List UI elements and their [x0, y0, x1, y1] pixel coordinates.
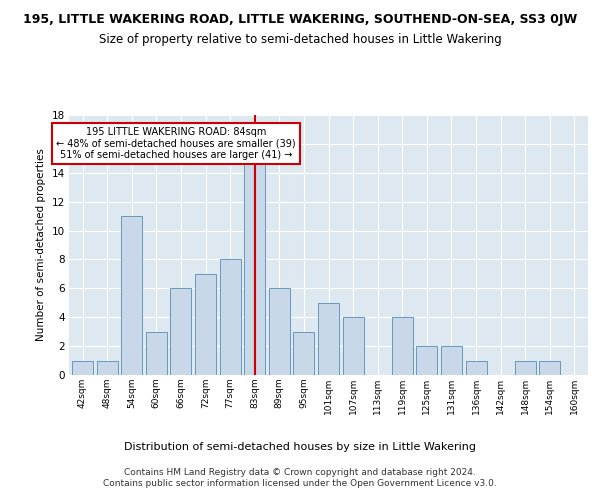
Bar: [539, 360, 560, 375]
Bar: [220, 260, 241, 375]
Bar: [466, 360, 487, 375]
Bar: [146, 332, 167, 375]
Y-axis label: Number of semi-detached properties: Number of semi-detached properties: [36, 148, 46, 342]
Bar: [515, 360, 536, 375]
Bar: [170, 288, 191, 375]
Text: Size of property relative to semi-detached houses in Little Wakering: Size of property relative to semi-detach…: [98, 32, 502, 46]
Bar: [72, 360, 93, 375]
Bar: [97, 360, 118, 375]
Bar: [244, 158, 265, 375]
Bar: [269, 288, 290, 375]
Text: Contains HM Land Registry data © Crown copyright and database right 2024.
Contai: Contains HM Land Registry data © Crown c…: [103, 468, 497, 487]
Bar: [121, 216, 142, 375]
Bar: [293, 332, 314, 375]
Bar: [416, 346, 437, 375]
Text: 195 LITTLE WAKERING ROAD: 84sqm
← 48% of semi-detached houses are smaller (39)
5: 195 LITTLE WAKERING ROAD: 84sqm ← 48% of…: [56, 126, 296, 160]
Bar: [392, 317, 413, 375]
Bar: [195, 274, 216, 375]
Bar: [343, 317, 364, 375]
Text: Distribution of semi-detached houses by size in Little Wakering: Distribution of semi-detached houses by …: [124, 442, 476, 452]
Bar: [441, 346, 462, 375]
Bar: [318, 303, 339, 375]
Text: 195, LITTLE WAKERING ROAD, LITTLE WAKERING, SOUTHEND-ON-SEA, SS3 0JW: 195, LITTLE WAKERING ROAD, LITTLE WAKERI…: [23, 12, 577, 26]
